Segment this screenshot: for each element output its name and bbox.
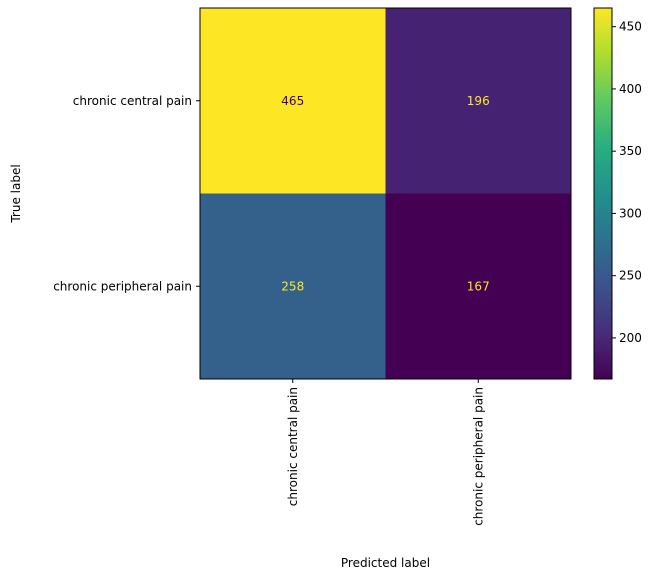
cell-value-label: 465 — [281, 94, 304, 108]
colorbar-gradient — [593, 7, 613, 380]
heatmap-cells: 465 196 258 167 — [200, 8, 572, 380]
colorbar-tick-label: 250 — [619, 269, 642, 283]
colorbar-tick-label: 450 — [619, 20, 642, 34]
x-axis-label: Predicted label — [341, 556, 430, 570]
heatmap-cell — [200, 193, 386, 380]
colorbar-tick-label: 300 — [619, 206, 642, 220]
colorbar: 200 250 300 350 400 450 — [593, 7, 642, 380]
y-axis-label: True label — [9, 164, 23, 223]
y-tick-label: chronic peripheral pain — [53, 279, 192, 293]
plot-frame — [199, 7, 572, 380]
x-axis-ticks: chronic central pain chronic peripheral p… — [286, 379, 485, 526]
colorbar-tick-label: 400 — [619, 82, 642, 96]
heatmap-cell — [385, 8, 572, 194]
cell-value-label: 258 — [281, 279, 304, 293]
heatmap-cell — [385, 193, 572, 380]
colorbar-tick-label: 200 — [619, 331, 642, 345]
colorbar-ticks: 200 250 300 350 400 450 — [612, 20, 642, 345]
cell-value-label: 196 — [467, 94, 490, 108]
heatmap-cell — [200, 8, 386, 194]
y-axis-ticks: chronic central pain chronic peripheral p… — [53, 94, 200, 293]
colorbar-tick-label: 350 — [619, 144, 642, 158]
x-tick-label: chronic central pain — [286, 387, 300, 506]
cell-value-label: 167 — [467, 279, 490, 293]
x-tick-label: chronic peripheral pain — [471, 387, 485, 526]
y-tick-label: chronic central pain — [73, 94, 192, 108]
